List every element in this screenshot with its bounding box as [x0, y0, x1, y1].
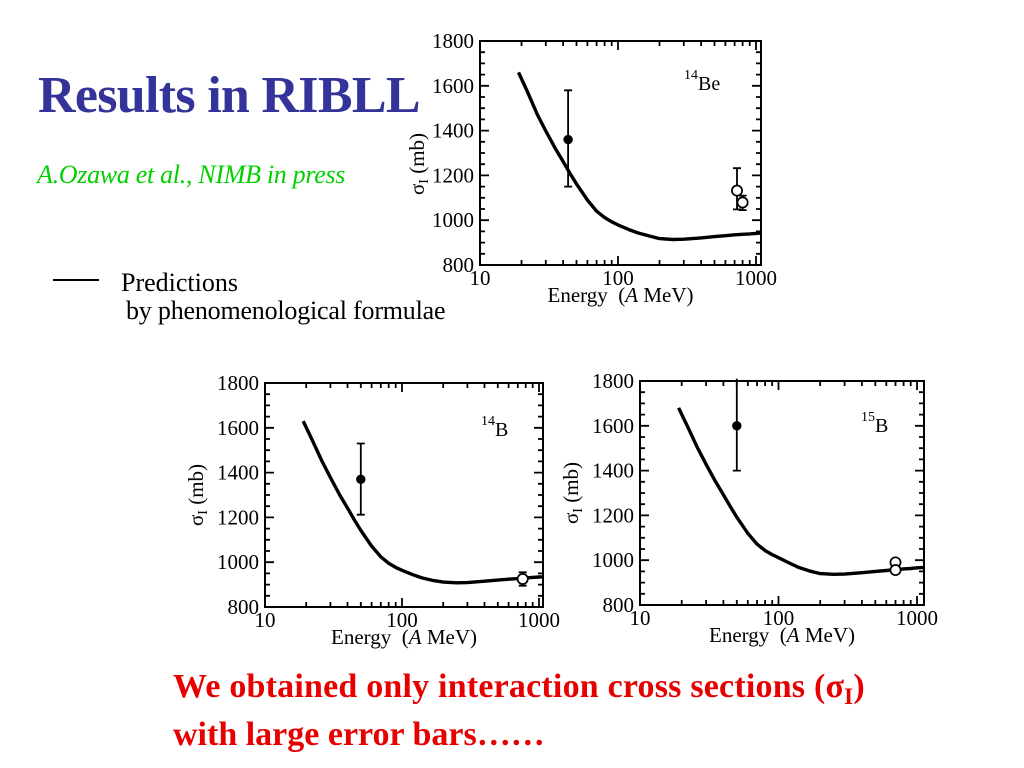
svg-text:1800: 1800 — [217, 371, 259, 395]
svg-text:10: 10 — [255, 608, 276, 632]
svg-text:1600: 1600 — [217, 416, 259, 440]
svg-text:1000: 1000 — [217, 550, 259, 574]
svg-text:800: 800 — [228, 595, 260, 619]
svg-text:14Be: 14Be — [684, 68, 720, 95]
svg-text:10: 10 — [470, 266, 491, 290]
svg-text:14B: 14B — [481, 414, 508, 441]
svg-text:1000: 1000 — [518, 608, 560, 632]
svg-text:800: 800 — [603, 593, 635, 617]
svg-text:Energy (A MeV): Energy (A MeV) — [331, 625, 477, 649]
svg-text:1200: 1200 — [217, 505, 259, 529]
svg-text:1600: 1600 — [592, 414, 634, 438]
svg-text:800: 800 — [443, 253, 475, 277]
svg-text:1200: 1200 — [592, 503, 634, 527]
svg-text:1000: 1000 — [896, 606, 938, 630]
svg-text:15B: 15B — [861, 410, 888, 437]
svg-text:σI (mb): σI (mb) — [559, 462, 586, 524]
svg-text:1000: 1000 — [432, 208, 474, 232]
svg-text:1600: 1600 — [432, 74, 474, 98]
svg-text:100: 100 — [386, 608, 418, 632]
svg-text:100: 100 — [763, 606, 795, 630]
svg-text:1400: 1400 — [592, 459, 634, 483]
svg-text:1400: 1400 — [432, 119, 474, 143]
svg-text:100: 100 — [602, 266, 634, 290]
svg-text:1000: 1000 — [735, 266, 777, 290]
svg-text:σI (mb): σI (mb) — [405, 133, 432, 195]
svg-text:10: 10 — [630, 606, 651, 630]
svg-text:Energy (A MeV): Energy (A MeV) — [709, 623, 855, 647]
svg-text:1400: 1400 — [217, 461, 259, 485]
svg-text:1000: 1000 — [592, 548, 634, 572]
svg-text:1800: 1800 — [592, 369, 634, 393]
svg-text:σI (mb): σI (mb) — [184, 464, 211, 526]
svg-text:1800: 1800 — [432, 29, 474, 53]
svg-text:1200: 1200 — [432, 163, 474, 187]
svg-text:Energy (A MeV): Energy (A MeV) — [548, 283, 694, 307]
